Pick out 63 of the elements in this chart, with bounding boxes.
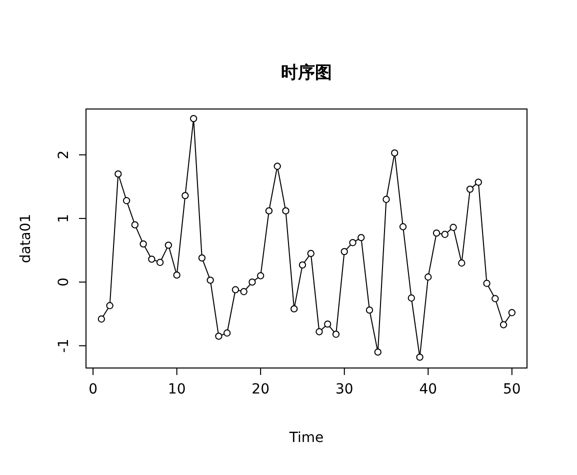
y-tick-label: 1: [56, 214, 72, 223]
x-tick-label: 0: [88, 381, 98, 398]
y-tick-label: -1: [56, 338, 72, 353]
point: [173, 272, 180, 279]
point: [298, 261, 306, 268]
point: [98, 315, 106, 323]
point: [399, 223, 407, 230]
point: [324, 320, 332, 328]
point: [215, 332, 222, 340]
x-tick-label: 30: [335, 381, 354, 398]
x-tick-label: 20: [252, 381, 270, 398]
y-tick-label: 2: [56, 150, 72, 160]
point: [316, 328, 323, 336]
point: [223, 329, 231, 337]
point: [182, 192, 189, 200]
point: [492, 295, 499, 302]
point: [340, 248, 348, 256]
point: [232, 286, 240, 294]
point: [458, 259, 466, 267]
point: [257, 272, 264, 280]
point: [290, 305, 298, 312]
point: [508, 309, 516, 316]
y-axis-title: data01: [18, 214, 34, 264]
x-tick-label: 50: [503, 381, 521, 398]
chart-title: 时序图: [281, 63, 332, 83]
x-tick-label: 40: [419, 381, 438, 398]
point: [140, 240, 147, 248]
point: [198, 254, 206, 262]
x-axis-title: Time: [288, 430, 324, 446]
point: [500, 321, 508, 328]
point: [148, 256, 156, 263]
point: [164, 242, 172, 249]
y-tick-label: 0: [56, 278, 72, 287]
point: [358, 234, 365, 242]
point: [466, 186, 474, 193]
point: [441, 230, 448, 238]
point: [408, 294, 415, 302]
x-tick-label: 10: [168, 381, 186, 398]
point: [450, 224, 457, 231]
point: [416, 354, 424, 361]
point: [282, 207, 290, 214]
point: [248, 278, 256, 286]
point: [474, 178, 482, 186]
point: [483, 280, 490, 287]
point: [240, 288, 248, 296]
point: [349, 239, 356, 246]
point: [190, 114, 198, 122]
point: [382, 196, 390, 203]
point: [332, 330, 340, 338]
point: [374, 348, 382, 356]
point: [274, 162, 281, 170]
point: [265, 207, 273, 214]
point: [307, 250, 314, 258]
point: [156, 258, 164, 266]
point: [424, 273, 432, 281]
point: [432, 230, 440, 237]
point: [366, 306, 374, 314]
point: [122, 197, 130, 204]
point: [391, 149, 398, 156]
point: [106, 302, 114, 310]
point: [131, 221, 139, 228]
point: [206, 276, 214, 284]
point: [114, 170, 122, 178]
